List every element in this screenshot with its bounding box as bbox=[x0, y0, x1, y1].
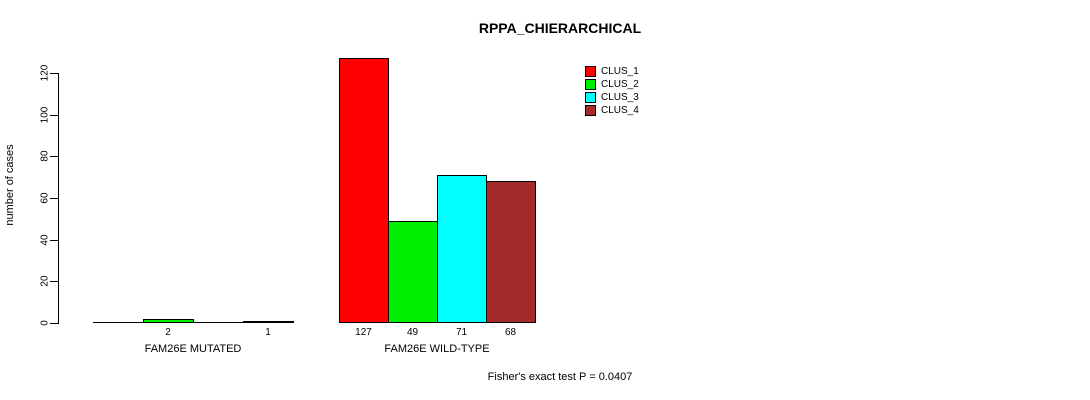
y-tick-label: 0 bbox=[39, 320, 51, 326]
y-tick bbox=[50, 240, 58, 241]
bar-value-label: 49 bbox=[406, 327, 419, 338]
chart-title: RPPA_CHIERARCHICAL bbox=[478, 20, 642, 36]
bar-clus_1-group2 bbox=[339, 58, 389, 323]
legend-item-clus_1: CLUS_1 bbox=[585, 66, 639, 77]
footnote: Fisher's exact test P = 0.0407 bbox=[487, 371, 633, 383]
legend-item-clus_2: CLUS_2 bbox=[585, 79, 639, 90]
group-label: FAM26E WILD-TYPE bbox=[384, 343, 490, 355]
y-tick bbox=[50, 156, 58, 157]
bar-clus_2-group2 bbox=[388, 221, 438, 323]
legend-label: CLUS_1 bbox=[601, 66, 639, 77]
legend-swatch-clus_1 bbox=[585, 66, 596, 77]
legend: CLUS_1 CLUS_2 CLUS_3 CLUS_4 bbox=[585, 66, 639, 118]
bar-value-label: 71 bbox=[455, 327, 468, 338]
legend-label: CLUS_3 bbox=[601, 92, 639, 103]
bar-clus_4-group1 bbox=[243, 321, 294, 323]
y-axis-line bbox=[58, 73, 59, 324]
bar-value-label: 127 bbox=[355, 327, 372, 338]
legend-label: CLUS_2 bbox=[601, 79, 639, 90]
y-tick bbox=[50, 323, 58, 324]
legend-item-clus_3: CLUS_3 bbox=[585, 92, 639, 103]
y-tick-label: 100 bbox=[39, 106, 51, 124]
y-tick bbox=[50, 73, 58, 74]
bar-value-label: 68 bbox=[504, 327, 517, 338]
bar-clus_3-group2 bbox=[437, 175, 487, 323]
bar-value-label: 2 bbox=[165, 327, 171, 338]
y-tick-label: 40 bbox=[39, 234, 51, 246]
bar-clus_4-group2 bbox=[486, 181, 536, 323]
legend-label: CLUS_4 bbox=[601, 105, 639, 116]
bar-clus_2-group1 bbox=[143, 319, 194, 323]
bar-value-label: 1 bbox=[265, 327, 271, 338]
y-tick-label: 120 bbox=[39, 64, 51, 82]
y-tick-label: 20 bbox=[39, 275, 51, 287]
group-label: FAM26E MUTATED bbox=[144, 343, 242, 355]
y-tick-label: 80 bbox=[39, 150, 51, 162]
y-tick-label: 60 bbox=[39, 192, 51, 204]
legend-swatch-clus_2 bbox=[585, 79, 596, 90]
legend-swatch-clus_3 bbox=[585, 92, 596, 103]
y-tick bbox=[50, 198, 58, 199]
legend-item-clus_4: CLUS_4 bbox=[585, 105, 639, 116]
y-tick bbox=[50, 281, 58, 282]
y-tick bbox=[50, 115, 58, 116]
legend-swatch-clus_4 bbox=[585, 105, 596, 116]
